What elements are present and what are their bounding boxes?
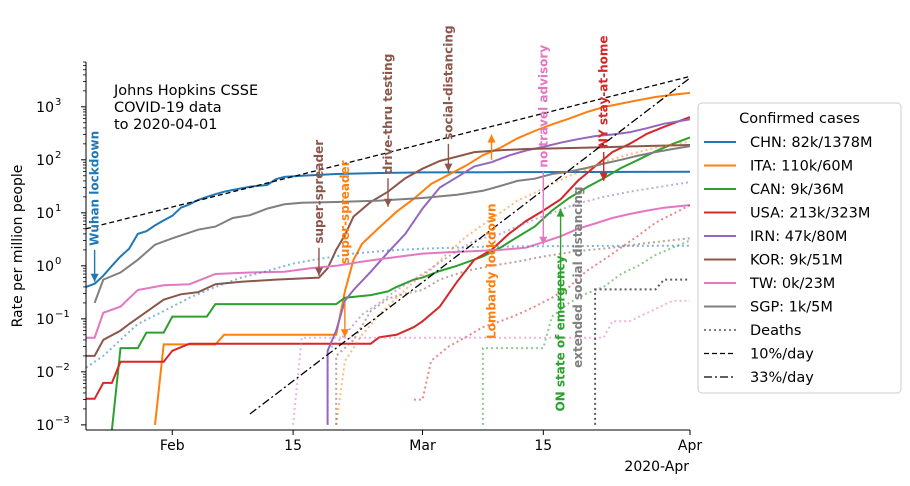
legend-entry-label: 33%/day xyxy=(750,370,814,386)
series-line-irn xyxy=(326,118,690,425)
legend-entry-label: ITA: 110k/60M xyxy=(750,159,853,175)
series-line-ita_d xyxy=(335,140,690,426)
annotation-arrowhead xyxy=(90,273,99,282)
legend-entry-label: USA: 213k/323M xyxy=(750,206,870,222)
annotation-label: super-spreader xyxy=(338,160,352,264)
y-tick-exponent: −3 xyxy=(55,415,70,426)
annotation-label: ON state of emergency xyxy=(554,255,568,411)
legend-entry-label: Deaths xyxy=(750,323,801,339)
annotation-arrowhead xyxy=(314,267,323,276)
y-tick-base: 10 xyxy=(36,312,54,328)
annotation-arrowhead xyxy=(444,163,453,172)
annotation-label: extended social distancing xyxy=(571,186,585,367)
data-source-line: Johns Hopkins CSSE xyxy=(113,83,258,99)
annotation-arrowhead xyxy=(599,172,608,181)
series-line-chn_d xyxy=(86,244,690,369)
legend-entry-label: KOR: 9k/51M xyxy=(750,253,843,269)
annotation-arrowhead xyxy=(340,329,349,338)
x-tick-label: Mar xyxy=(409,438,436,454)
x-tick-label: 15 xyxy=(284,438,302,454)
y-tick-base: 10 xyxy=(36,153,54,169)
annotation-label: Wuhan lockdown xyxy=(88,131,102,246)
legend-entry-label: IRN: 47k/80M xyxy=(750,229,847,245)
y-tick-base: 10 xyxy=(36,418,54,434)
data-source-line: to 2020-04-01 xyxy=(114,117,217,133)
legend-title: Confirmed cases xyxy=(739,111,860,127)
series-layer xyxy=(86,75,690,430)
y-tick-label: 10 xyxy=(36,259,54,275)
y-tick-label: 10 xyxy=(36,365,54,381)
series-line-tw_d xyxy=(292,299,690,425)
y-tick-exponent: −2 xyxy=(55,362,70,373)
series-line-sgp xyxy=(93,145,690,304)
y-tick-base: 10 xyxy=(36,365,54,381)
annotation-label: Lombardy lockdown xyxy=(485,203,499,339)
legend-entry-label: 10%/day xyxy=(750,347,814,363)
y-tick-exponent: −1 xyxy=(55,309,70,320)
y-tick-base: 10 xyxy=(36,206,54,222)
x-tick-label: Apr xyxy=(678,438,702,454)
legend-entry-label: SGP: 1k/5M xyxy=(750,300,833,316)
y-tick-label: 10 xyxy=(36,418,54,434)
y-tick-exponent: 1 xyxy=(55,203,61,214)
annotations-layer: Wuhan lockdown super-spreader super-spread… xyxy=(88,25,611,411)
annotation-label: drive-thru testing xyxy=(381,54,395,174)
annotation-arrowhead xyxy=(556,208,565,217)
legend-entry-label: CAN: 9k/36M xyxy=(750,182,844,198)
x-tick-label: 15 xyxy=(534,438,552,454)
annotation-label: social-distancing xyxy=(441,25,455,139)
x-axis-offset-label: 2020-Apr xyxy=(624,459,689,475)
series-line-can_d xyxy=(481,239,690,425)
data-source-line: COVID-19 data xyxy=(114,100,222,116)
series-line-can xyxy=(110,136,690,430)
y-tick-label: 10 xyxy=(36,206,54,222)
series-line-irn_d xyxy=(326,181,690,352)
y-tick-exponent: 2 xyxy=(55,150,61,161)
y-axis-label: Rate per million people xyxy=(10,165,26,328)
reference-line-ref33 xyxy=(249,77,690,415)
annotation-arrowhead xyxy=(384,198,392,207)
annotation-label: no travel advisory xyxy=(536,45,550,168)
y-tick-label: 10 xyxy=(36,100,54,116)
legend-entry-label: TW: 0k/23M xyxy=(749,276,835,292)
series-line-chn xyxy=(86,170,690,288)
series-line-sgp_d xyxy=(594,278,690,425)
legend: Confirmed cases CHN: 82k/1378M ITA: 110k/6… xyxy=(697,102,902,394)
data-source-text: Johns Hopkins CSSE COVID-19 data to 2020-0… xyxy=(113,83,258,133)
y-tick-label: 10 xyxy=(36,153,54,169)
annotation-arrowhead xyxy=(487,134,496,143)
series-line-kor xyxy=(86,144,690,357)
annotation-label: super-spreader xyxy=(312,140,326,244)
y-tick-exponent: 0 xyxy=(55,256,61,267)
legend-box xyxy=(697,102,902,394)
y-tick-base: 10 xyxy=(36,100,54,116)
annotation-label: NY stay-at-home xyxy=(597,35,611,148)
y-tick-label: 10 xyxy=(36,312,54,328)
y-tick-exponent: 3 xyxy=(55,97,61,108)
legend-entry-label: CHN: 82k/1378M xyxy=(750,135,873,151)
series-line-usa_d xyxy=(413,204,690,401)
series-line-kor_d xyxy=(335,237,690,425)
x-tick-label: Feb xyxy=(160,438,185,454)
series-line-tw xyxy=(86,204,690,339)
annotation-arrowhead xyxy=(539,236,548,245)
y-tick-base: 10 xyxy=(36,259,54,275)
